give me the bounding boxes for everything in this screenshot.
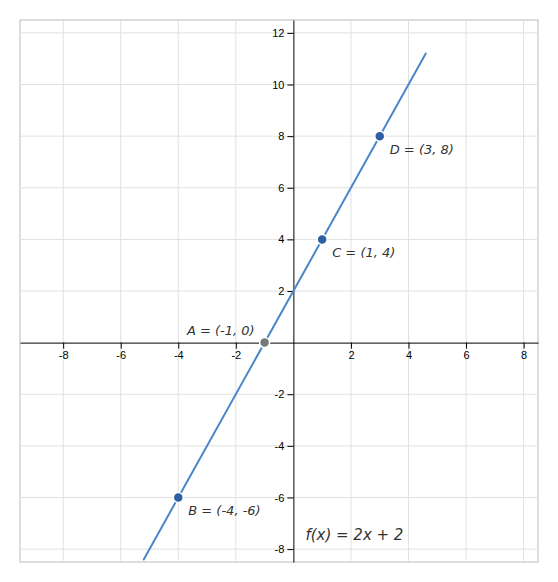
- x-tick-mark: [63, 343, 64, 349]
- y-axis: -8 -6 -4 -2 2 4 6 8 10 12: [272, 21, 294, 563]
- y-tick-label: 12: [272, 27, 284, 39]
- labels: B = (-4, -6) A = (-1, 0) C = (1, 4) D = (3,…: [186, 142, 454, 544]
- y-tick-mark: [287, 85, 293, 86]
- y-tick: 10: [272, 79, 293, 91]
- y-tick-label: 10: [272, 79, 284, 91]
- y-tick: -2: [275, 388, 294, 400]
- x-axis-line: [21, 343, 539, 344]
- y-tick: -4: [275, 440, 294, 452]
- point-label: D = (3, 8): [390, 142, 454, 157]
- y-tick: 8: [278, 130, 293, 142]
- x-tick: 8: [521, 343, 527, 362]
- x-tick: 2: [348, 343, 354, 362]
- x-tick-mark: [236, 343, 237, 349]
- y-tick-label: 4: [278, 233, 284, 245]
- y-tick-label: -2: [275, 388, 285, 400]
- y-tick-label: 6: [278, 182, 284, 194]
- x-tick: -4: [174, 343, 184, 362]
- chart: -8 -6 -4 -2 2 4 6 8 -8 -6 -4 -2 2 4 6 8 10 12 B = (-4, -6)…: [0, 0, 558, 582]
- y-tick: 4: [278, 233, 293, 245]
- point-label: B = (-4, -6): [188, 503, 260, 518]
- grid: [20, 20, 538, 562]
- x-tick-mark: [409, 343, 410, 349]
- y-tick: 12: [272, 27, 293, 39]
- point: [173, 492, 183, 502]
- point-label: C = (1, 4): [332, 245, 395, 260]
- y-tick-label: -4: [275, 440, 285, 452]
- y-tick-label: 8: [278, 130, 284, 142]
- y-tick-mark: [287, 33, 293, 34]
- x-tick: -8: [59, 343, 69, 362]
- x-tick: -6: [116, 343, 126, 362]
- x-tick: 4: [406, 343, 412, 362]
- x-tick-label: -6: [116, 349, 126, 361]
- x-tick-label: 6: [463, 349, 469, 361]
- y-tick-mark: [287, 394, 293, 395]
- y-tick: -6: [275, 491, 294, 503]
- line: [144, 54, 426, 560]
- y-tick-label: 2: [278, 285, 284, 297]
- annotation: f(x) = 2x + 2: [305, 526, 403, 544]
- marks: [144, 54, 426, 560]
- y-tick-label: -6: [275, 491, 285, 503]
- x-tick-mark: [351, 343, 352, 349]
- x-tick-mark: [524, 343, 525, 349]
- y-tick-label: -8: [275, 543, 285, 555]
- x-tick-label: -8: [59, 349, 69, 361]
- x-tick: 6: [463, 343, 469, 362]
- x-tick-label: 4: [406, 349, 412, 361]
- y-tick-mark: [287, 497, 293, 498]
- x-tick-label: 8: [521, 349, 527, 361]
- x-tick-label: -2: [231, 349, 241, 361]
- x-tick-mark: [178, 343, 179, 349]
- y-tick: 6: [278, 182, 293, 194]
- x-tick: -2: [231, 343, 241, 362]
- point: [317, 234, 327, 244]
- y-tick-mark: [287, 136, 293, 137]
- x-axis: -8 -6 -4 -2 2 4 6 8: [21, 343, 539, 362]
- y-tick-mark: [287, 188, 293, 189]
- point: [375, 131, 385, 141]
- y-tick: -8: [275, 543, 294, 555]
- point-label: A = (-1, 0): [186, 323, 255, 338]
- x-tick-label: 2: [348, 349, 354, 361]
- x-tick-label: -4: [174, 349, 184, 361]
- y-tick-mark: [287, 239, 293, 240]
- plot-frame: [20, 20, 538, 562]
- y-tick-mark: [287, 549, 293, 550]
- y-tick-mark: [287, 446, 293, 447]
- x-tick-mark: [466, 343, 467, 349]
- x-tick-mark: [121, 343, 122, 349]
- point: [260, 338, 270, 348]
